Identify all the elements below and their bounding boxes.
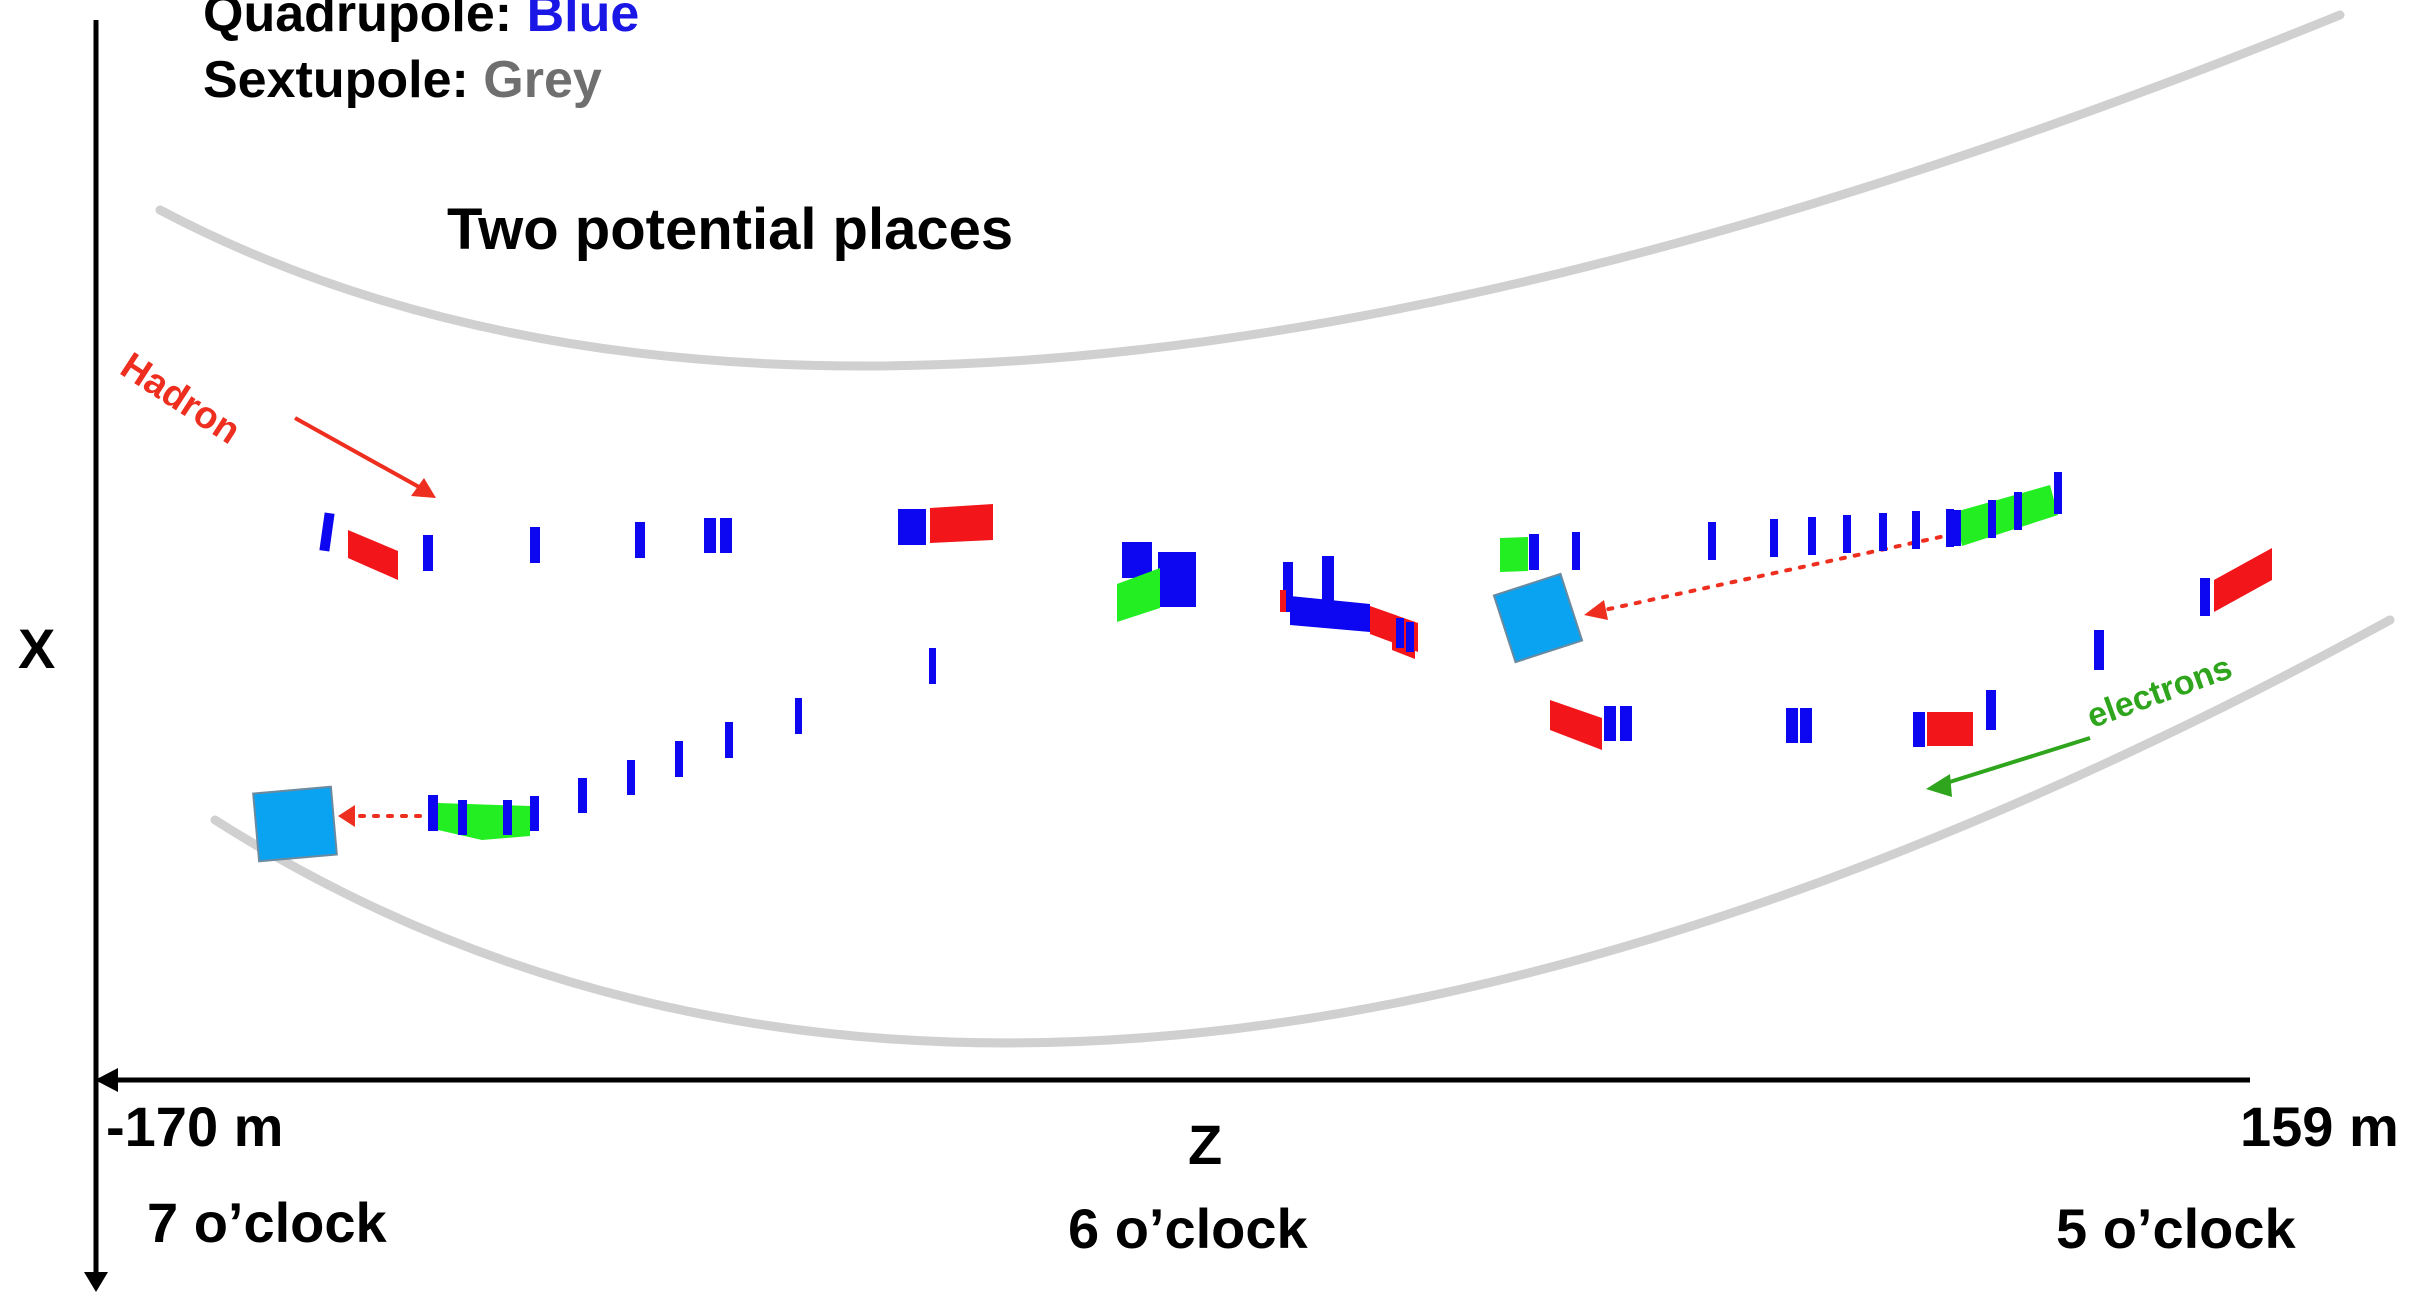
legend-quadrupole-label: Quadrupole: bbox=[203, 0, 513, 43]
hadron-beamline-magnets bbox=[319, 504, 1418, 659]
electrons-arrow bbox=[1926, 736, 2091, 797]
quadrupole-magnet bbox=[725, 722, 733, 758]
legend-sextupole: Sextupole: Grey bbox=[203, 50, 602, 110]
electron-beamline-upper-magnets bbox=[1500, 472, 2062, 572]
quadrupole-magnet bbox=[1913, 712, 1925, 747]
quadrupole-magnet bbox=[1786, 708, 1798, 743]
quadrupole-magnet bbox=[704, 518, 716, 553]
quadrupole-magnet bbox=[2200, 578, 2210, 616]
quadrupole-magnet bbox=[319, 512, 335, 552]
quadrupole-magnet bbox=[578, 778, 587, 813]
dipole-magnet bbox=[930, 504, 993, 543]
quadrupole-magnet bbox=[1843, 515, 1851, 553]
clock-label-6: 6 o’clock bbox=[1068, 1197, 1308, 1260]
corrector-magnet bbox=[1500, 537, 1528, 572]
dipole-magnet bbox=[1927, 712, 1973, 746]
clock-label-7: 7 o’clock bbox=[147, 1191, 387, 1254]
quadrupole-magnet bbox=[898, 509, 926, 545]
dotted-pointer-right bbox=[1584, 529, 1970, 620]
corrector-magnet bbox=[1955, 485, 2058, 546]
legend-quadrupole-value: Blue bbox=[526, 0, 640, 43]
tunnel-wall-upper bbox=[155, 10, 2345, 371]
hadron-arrow bbox=[294, 416, 436, 498]
z-axis-min-label: -170 m bbox=[106, 1095, 284, 1158]
quadrupole-magnet bbox=[1946, 509, 1954, 547]
quadrupole-magnet bbox=[458, 800, 467, 835]
quadrupole-magnet bbox=[1572, 532, 1580, 570]
quadrupole-magnet bbox=[1406, 622, 1414, 652]
detector-place-left bbox=[252, 785, 338, 863]
quadrupole-magnet bbox=[1290, 596, 1370, 632]
quadrupole-magnet bbox=[929, 648, 936, 684]
quadrupole-magnet bbox=[428, 795, 438, 831]
quadrupole-magnet bbox=[1529, 534, 1539, 570]
quadrupole-magnet bbox=[1322, 556, 1334, 608]
quadrupole-magnet bbox=[1158, 552, 1196, 607]
quadrupole-magnet bbox=[2094, 630, 2104, 670]
quadrupole-magnet bbox=[1620, 706, 1632, 741]
z-axis-label: Z bbox=[1188, 1113, 1223, 1176]
quadrupole-magnet bbox=[1879, 513, 1887, 551]
z-axis-max-label: 159 m bbox=[2240, 1095, 2399, 1158]
dipole-magnet bbox=[1550, 700, 1602, 750]
quadrupole-magnet bbox=[530, 796, 539, 831]
legend-sextupole-label: Sextupole: bbox=[203, 51, 469, 109]
detector-place-right bbox=[1492, 572, 1584, 664]
dipole-magnet bbox=[2214, 548, 2272, 612]
quadrupole-magnet bbox=[2014, 492, 2022, 530]
legend-quadrupole: Quadrupole: Blue bbox=[203, 0, 639, 44]
corrector-magnet bbox=[1117, 568, 1160, 622]
quadrupole-magnet bbox=[1800, 708, 1812, 743]
clock-label-5: 5 o’clock bbox=[2056, 1197, 2296, 1260]
quadrupole-magnet bbox=[423, 535, 433, 571]
quadrupole-magnet bbox=[795, 698, 802, 734]
quadrupole-magnet bbox=[530, 527, 540, 563]
quadrupole-magnet bbox=[1396, 618, 1404, 648]
annotation-title: Two potential places bbox=[447, 197, 1014, 262]
quadrupole-magnet bbox=[1986, 690, 1996, 730]
quadrupole-magnet bbox=[1708, 522, 1716, 560]
quadrupole-magnet bbox=[2054, 472, 2062, 514]
quadrupole-magnet bbox=[1988, 500, 1996, 538]
quadrupole-magnet bbox=[503, 800, 512, 835]
quadrupole-magnet bbox=[1283, 562, 1293, 612]
quadrupole-magnet bbox=[1808, 517, 1816, 555]
quadrupole-magnet bbox=[1122, 542, 1152, 578]
quadrupole-magnet bbox=[627, 760, 635, 795]
quadrupole-magnet bbox=[1953, 510, 1961, 546]
quadrupole-magnet bbox=[1770, 519, 1778, 557]
electron-beamline-left-magnets bbox=[428, 648, 936, 840]
x-axis-arrowhead bbox=[84, 1272, 108, 1292]
corrector-magnet bbox=[438, 803, 530, 840]
quadrupole-magnet bbox=[635, 522, 645, 558]
x-axis-label: X bbox=[18, 617, 56, 680]
quadrupole-magnet bbox=[720, 518, 732, 553]
dipole-magnet bbox=[348, 530, 398, 580]
dipole-magnet bbox=[1280, 590, 1286, 612]
tunnel-wall-lower bbox=[210, 615, 2395, 1048]
electron-beamline-lower-magnets bbox=[1550, 548, 2272, 750]
z-axis-arrowhead bbox=[95, 1068, 118, 1092]
quadrupole-magnet bbox=[1912, 511, 1920, 549]
quadrupole-magnet bbox=[675, 741, 683, 777]
legend-sextupole-value: Grey bbox=[483, 51, 602, 109]
quadrupole-magnet bbox=[1604, 706, 1616, 741]
